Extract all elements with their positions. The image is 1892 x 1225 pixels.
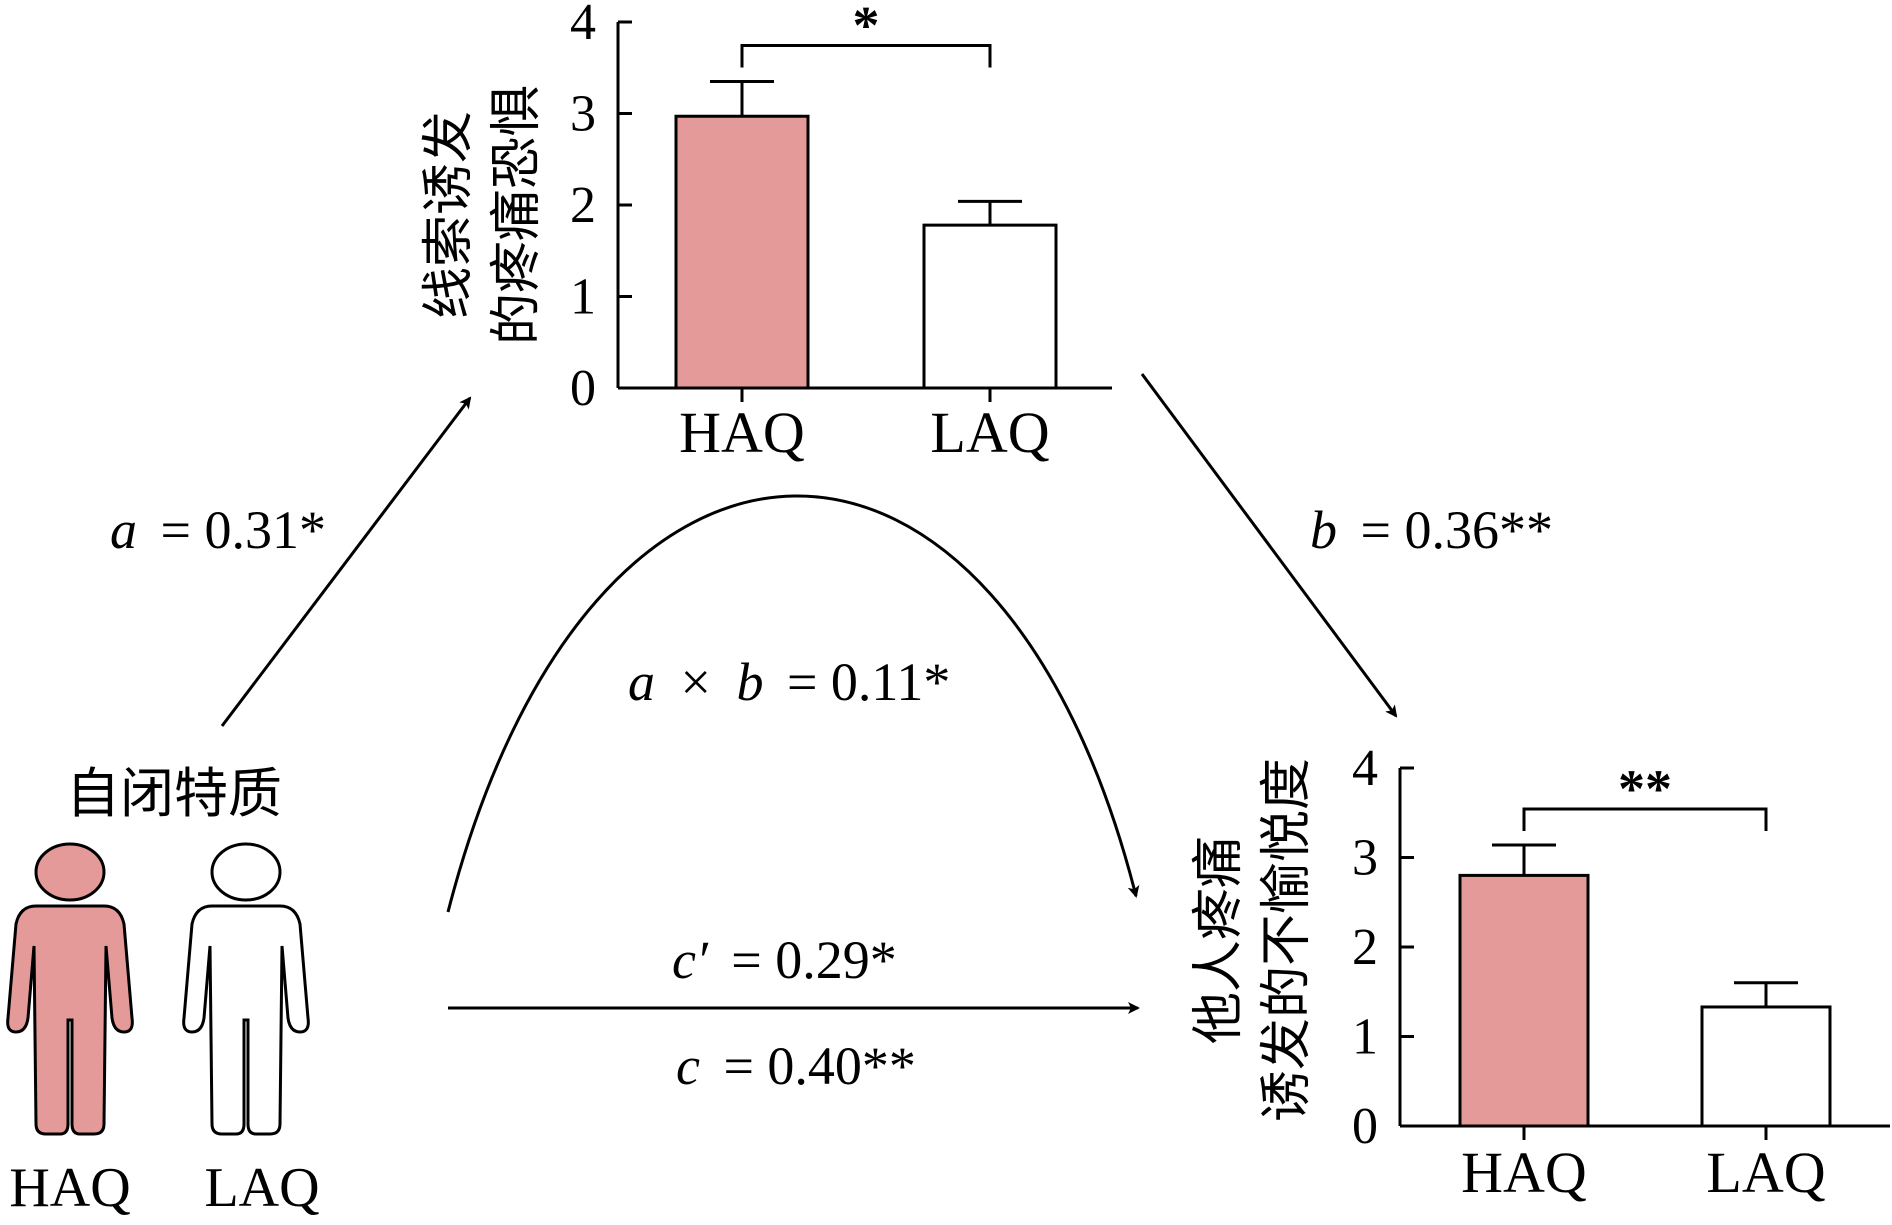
path-b-label: b = 0.36** <box>1310 500 1553 560</box>
chart1-bar-haq <box>674 114 810 390</box>
trait-label: 自闭特质 <box>66 762 282 825</box>
trait-block: 自闭特质 HAQ LAQ <box>6 762 320 1219</box>
path-b-var: b <box>1310 500 1337 560</box>
chart2-category-label-haq: HAQ <box>1461 1140 1587 1205</box>
chart2-y-tick-label: 1 <box>1352 1009 1378 1066</box>
path-ab-label: a × b = 0.11* <box>628 652 950 712</box>
chart2-significance-bracket <box>1522 807 1768 831</box>
path-ab-curve <box>446 494 1140 913</box>
chart1-significance-label: * <box>853 0 880 55</box>
path-c-prime-var: c′ <box>672 930 709 990</box>
chart1-y-tick-label: 1 <box>570 269 596 326</box>
chart1-y-tick-label: 4 <box>570 0 596 51</box>
chart1-ylabel-line1: 线索诱发 <box>419 111 479 319</box>
path-ab-times: × <box>681 652 711 712</box>
laq-person-body <box>182 904 310 1136</box>
chart2-ylabel-line2: 诱发的不愉悦度 <box>1257 758 1317 1122</box>
haq-group-label: HAQ <box>9 1157 130 1219</box>
path-a-var: a <box>110 500 137 560</box>
chart2-y-tick-label: 0 <box>1352 1098 1378 1155</box>
chart2-category-label-laq: LAQ <box>1706 1140 1825 1205</box>
path-c-value: = 0.40** <box>723 1036 915 1096</box>
chart2-ylabel-line1: 他人疼痛 <box>1189 836 1249 1044</box>
chart1-category-label-haq: HAQ <box>679 400 805 465</box>
path-a-value: = 0.31* <box>161 500 326 560</box>
unpleasantness-bar-chart: 他人疼痛 诱发的不愉悦度 0 1 2 3 4 HAQ LAQ ** <box>1189 740 1890 1205</box>
chart1-ylabel-line2: 的疼痛恐惧 <box>487 85 547 345</box>
path-ab-var-a: a <box>628 652 655 712</box>
chart2-bar-haq <box>1458 873 1590 1128</box>
chart1-bar-laq <box>922 223 1058 390</box>
path-c-prime-label: c′ = 0.29* <box>672 930 897 990</box>
haq-person-body <box>6 904 134 1136</box>
chart1-significance-bracket <box>740 43 992 68</box>
chart2-y-tick-label: 4 <box>1352 740 1378 797</box>
chart1-y-tick-label: 3 <box>570 86 596 143</box>
chart2-bar-laq <box>1700 1005 1832 1128</box>
chart1-category-label-laq: LAQ <box>930 400 1049 465</box>
laq-person-head <box>210 842 282 902</box>
path-c-var: c <box>676 1036 700 1096</box>
laq-person-icon <box>182 842 310 1136</box>
chart2-y-tick-label: 3 <box>1352 830 1378 887</box>
path-c-prime-value: = 0.29* <box>731 930 896 990</box>
path-b-value: = 0.36** <box>1361 500 1553 560</box>
chart1-y-tick-label: 0 <box>570 360 596 417</box>
chart1-y-tick-label: 2 <box>570 177 596 234</box>
path-b-arrow <box>1140 373 1398 718</box>
chart2-significance-label: ** <box>1618 759 1672 819</box>
chart2-y-tick-label: 2 <box>1352 919 1378 976</box>
haq-person-icon <box>6 842 134 1136</box>
path-ab-value: = 0.11* <box>787 652 950 712</box>
path-a-arrow <box>220 396 472 727</box>
haq-person-head <box>34 842 106 902</box>
path-a-label: a = 0.31* <box>110 500 326 560</box>
path-arrows <box>220 373 1398 1014</box>
laq-group-label: LAQ <box>204 1157 319 1219</box>
path-c-label: c = 0.40** <box>676 1036 916 1096</box>
pain-fear-bar-chart: 线索诱发 的疼痛恐惧 0 1 2 3 4 HAQ LAQ * <box>419 0 1112 465</box>
path-ab-var-b: b <box>736 652 763 712</box>
